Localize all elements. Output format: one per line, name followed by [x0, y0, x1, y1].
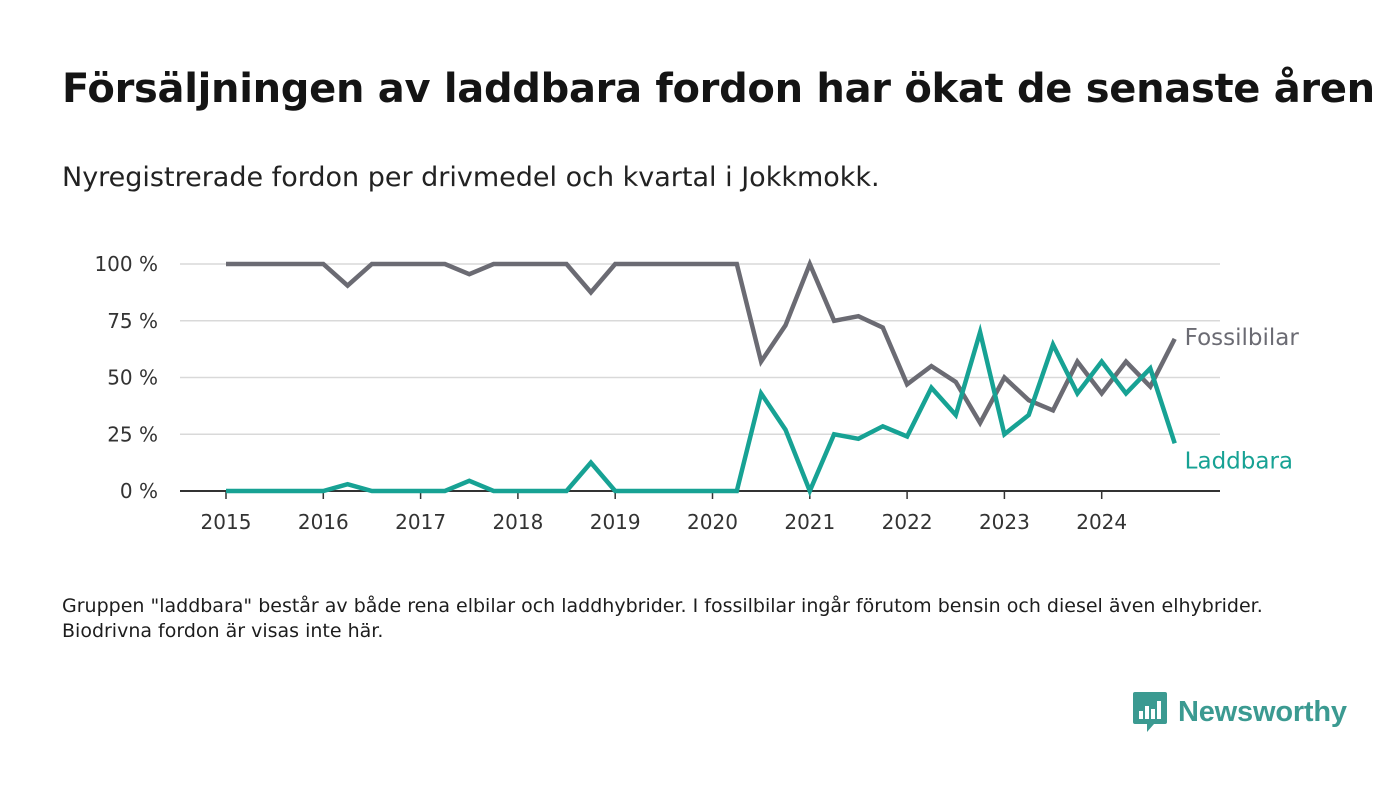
x-tick-label: 2015: [201, 510, 252, 534]
x-tick-label: 2016: [298, 510, 349, 534]
brand-logo[interactable]: Newsworthy: [1132, 690, 1347, 734]
x-tick-label: 2022: [882, 510, 933, 534]
series-lines: [226, 258, 1177, 497]
x-tick-label: 2017: [395, 510, 446, 534]
y-tick-label: 75 %: [107, 309, 158, 333]
series-line-laddbara: [226, 323, 1177, 497]
y-tick-label: 50 %: [107, 366, 158, 390]
x-axis-ticks: 2015 2016 2017 2018 2019 2020 2021 2022 2023 2024: [201, 491, 1127, 534]
chart-subtitle: Nyregistrerade fordon per drivmedel och …: [62, 162, 880, 193]
y-tick-label: 100 %: [94, 252, 158, 276]
series-line-fossilbilar: [226, 258, 1177, 428]
y-tick-label: 25 %: [107, 422, 158, 446]
series-label-laddbara: Laddbara: [1185, 448, 1293, 474]
newsworthy-logo-icon: [1133, 692, 1167, 732]
series-labels: Fossilbilar Laddbara: [1185, 325, 1300, 474]
x-tick-label: 2020: [687, 510, 738, 534]
series-label-fossilbilar: Fossilbilar: [1185, 325, 1300, 351]
x-tick-label: 2023: [979, 510, 1030, 534]
y-tick-label: 0 %: [120, 479, 158, 503]
y-axis-ticks: 0 % 25 % 50 % 75 % 100 %: [94, 252, 158, 503]
gridlines: [180, 263, 1220, 435]
x-tick-label: 2024: [1076, 510, 1127, 534]
footnote: Gruppen "laddbara" består av både rena e…: [62, 595, 1263, 642]
x-tick-label: 2018: [492, 510, 543, 534]
x-tick-label: 2021: [784, 510, 835, 534]
x-tick-label: 2019: [590, 510, 641, 534]
chart-title: Försäljningen av laddbara fordon har öka…: [62, 66, 1375, 112]
brand-name: Newsworthy: [1178, 695, 1347, 728]
